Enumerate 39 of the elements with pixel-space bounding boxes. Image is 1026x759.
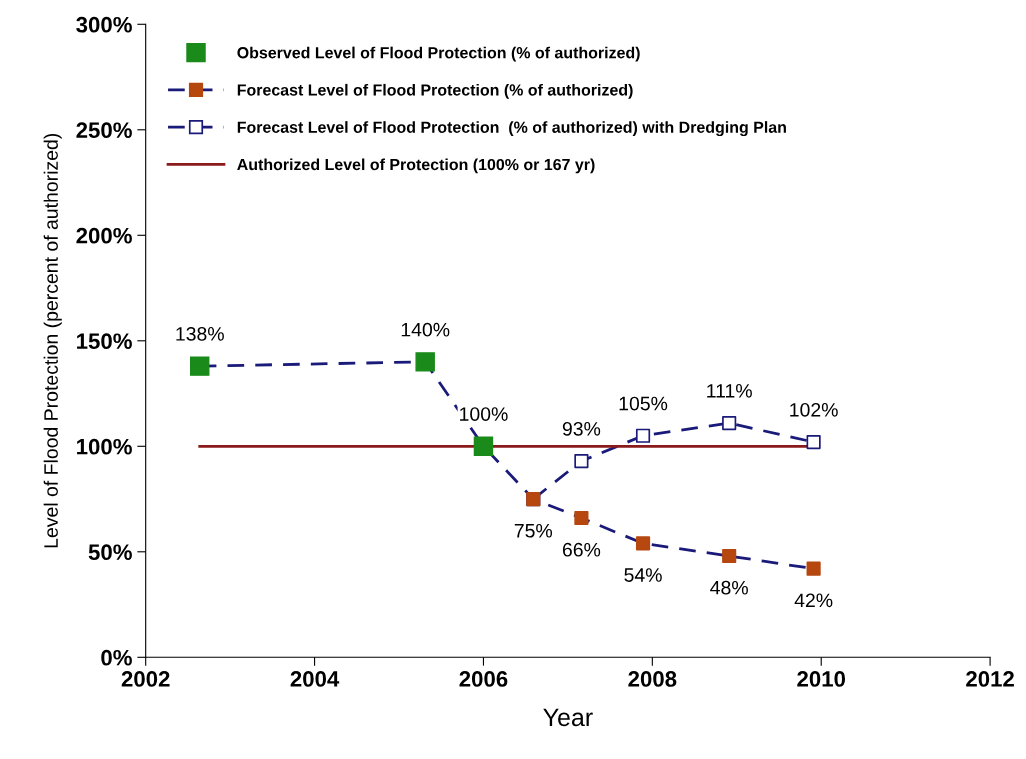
x-tick-label: 2012 bbox=[966, 671, 1014, 687]
y-tick-label: 150% bbox=[77, 333, 132, 350]
point bbox=[574, 453, 589, 469]
data-label: 105% bbox=[619, 396, 668, 411]
x-tick-label: 2006 bbox=[459, 671, 508, 687]
data-label: 93% bbox=[562, 421, 601, 436]
x-tick-label: 2002 bbox=[121, 671, 170, 687]
data-label: 138% bbox=[176, 327, 224, 341]
data-label: 42% bbox=[794, 593, 833, 608]
point bbox=[806, 561, 821, 576]
legend-label: Forecast Level of Flood Protection (% of authorized) with Dredging Plan bbox=[237, 121, 786, 137]
point bbox=[722, 548, 737, 564]
y-tick-label: 200% bbox=[76, 227, 132, 244]
x-tick-label: 2004 bbox=[290, 671, 340, 687]
data-label: 111% bbox=[707, 384, 752, 398]
x-tick-label: 2008 bbox=[628, 671, 677, 687]
point bbox=[635, 536, 651, 551]
data-label: 140% bbox=[401, 322, 450, 337]
point bbox=[722, 415, 737, 431]
data-label: 100% bbox=[460, 407, 508, 421]
y-tick-label: 100% bbox=[77, 438, 132, 455]
y-tick-label: 50% bbox=[88, 544, 132, 561]
data-label: 75% bbox=[514, 523, 553, 538]
y-axis-title: Level of Flood Protection (percent of authorized) bbox=[43, 133, 62, 548]
x-tick-label: 2010 bbox=[797, 671, 846, 687]
x-axis-title: Year bbox=[543, 708, 593, 727]
y-tick-label: 250% bbox=[76, 122, 132, 139]
point bbox=[806, 434, 821, 450]
data-label: 48% bbox=[710, 580, 748, 595]
data-label: 102% bbox=[790, 402, 838, 417]
point bbox=[635, 428, 651, 443]
legend-label: Forecast Level of Flood Protection (% of authorized) bbox=[237, 83, 633, 99]
legend-label: Observed Level of Flood Protection (% of authorized) bbox=[237, 46, 640, 62]
y-tick-label: 300% bbox=[76, 16, 132, 33]
y-tick-label: 0% bbox=[101, 649, 132, 666]
data-label: 66% bbox=[562, 542, 601, 557]
legend-label: Authorized Level of Protection (100% or 167 yr) bbox=[237, 158, 595, 174]
point bbox=[574, 510, 589, 526]
data-label: 54% bbox=[624, 568, 662, 582]
